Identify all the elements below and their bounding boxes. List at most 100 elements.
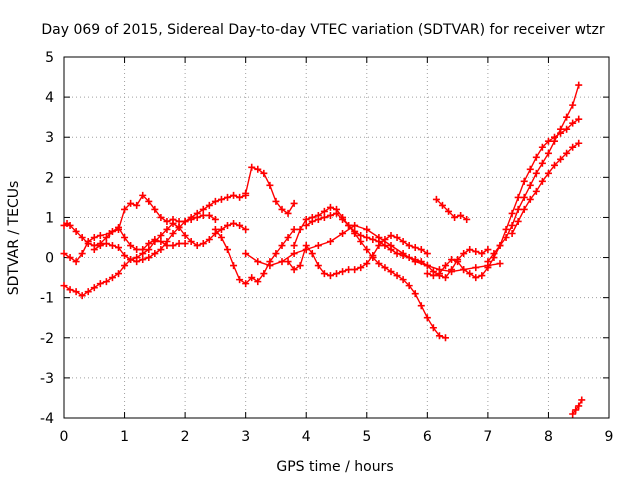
data-point xyxy=(60,250,68,258)
data-point xyxy=(393,234,401,241)
data-point xyxy=(133,246,141,254)
data-point xyxy=(224,193,231,201)
data-point xyxy=(563,113,571,121)
data-point xyxy=(575,81,583,89)
data-point xyxy=(457,211,465,219)
data-point xyxy=(326,203,334,211)
data-point xyxy=(181,231,189,239)
data-point xyxy=(133,201,141,209)
y-tick-label: 0 xyxy=(45,251,54,267)
data-point xyxy=(278,242,286,250)
data-point xyxy=(133,254,141,262)
x-tick-label: 7 xyxy=(483,429,492,445)
data-point xyxy=(72,227,80,235)
data-point xyxy=(538,177,546,185)
x-tick-label: 2 xyxy=(181,429,190,445)
data-point xyxy=(187,215,195,223)
data-point xyxy=(538,159,546,167)
data-point xyxy=(127,199,135,207)
data-point xyxy=(405,242,413,250)
data-point xyxy=(290,266,298,274)
y-tick-label: -2 xyxy=(40,331,54,347)
data-point xyxy=(254,278,262,286)
data-point xyxy=(326,211,334,219)
data-point xyxy=(508,229,516,237)
y-tick-label: -3 xyxy=(40,371,54,387)
data-point xyxy=(514,193,522,201)
data-point xyxy=(451,213,459,221)
series-line xyxy=(214,229,295,285)
data-point xyxy=(66,254,74,262)
chart-title: Day 069 of 2015, Sidereal Day-to-day VTE… xyxy=(41,22,605,38)
data-point xyxy=(442,334,449,342)
data-point xyxy=(139,191,147,199)
data-point xyxy=(242,225,250,233)
data-point xyxy=(357,231,365,239)
data-point xyxy=(417,246,425,254)
data-point xyxy=(314,215,322,223)
data-point xyxy=(375,260,383,268)
data-point xyxy=(502,234,510,241)
data-point xyxy=(139,250,147,258)
data-point xyxy=(115,244,122,252)
data-point xyxy=(145,246,153,254)
data-point xyxy=(466,246,474,254)
series-track-6 xyxy=(211,225,298,288)
data-point xyxy=(417,258,425,266)
data-point xyxy=(320,270,328,278)
data-point xyxy=(381,264,389,272)
data-point xyxy=(399,238,407,246)
data-point xyxy=(423,270,431,278)
data-point xyxy=(278,258,286,266)
data-point xyxy=(339,268,347,276)
data-point xyxy=(520,177,528,185)
data-point xyxy=(405,282,413,290)
data-point xyxy=(484,258,492,266)
data-point xyxy=(357,238,365,246)
data-point xyxy=(90,284,98,292)
data-point xyxy=(230,219,238,227)
y-tick-label: -1 xyxy=(40,291,54,307)
data-point xyxy=(387,246,395,254)
series-track-11 xyxy=(432,195,471,223)
data-point xyxy=(333,209,340,217)
data-point xyxy=(127,242,135,250)
data-point xyxy=(181,240,189,248)
x-tick-label: 5 xyxy=(362,429,371,445)
data-point xyxy=(145,240,153,248)
data-point xyxy=(569,143,577,151)
y-tick-label: 2 xyxy=(45,170,54,186)
data-point xyxy=(163,217,171,225)
data-point xyxy=(526,165,534,173)
data-point xyxy=(544,149,552,157)
series-track-13 xyxy=(484,81,583,266)
data-point xyxy=(296,225,304,233)
data-point xyxy=(96,231,104,239)
data-point xyxy=(266,262,274,270)
data-point xyxy=(339,215,347,223)
data-point xyxy=(139,256,147,264)
data-point xyxy=(345,266,353,274)
data-point xyxy=(514,205,522,213)
data-point xyxy=(569,101,577,109)
series-track-9 xyxy=(284,231,431,280)
data-point xyxy=(463,215,471,223)
x-axis-title: GPS time / hours xyxy=(276,459,393,475)
data-point xyxy=(363,246,371,254)
data-point xyxy=(557,125,565,133)
data-point xyxy=(145,254,153,262)
data-point xyxy=(72,258,80,266)
data-point xyxy=(411,290,419,298)
y-tick-label: 4 xyxy=(45,90,54,106)
series-track-5 xyxy=(90,219,250,264)
data-point xyxy=(290,242,298,250)
data-point xyxy=(472,264,480,272)
data-point xyxy=(502,225,510,233)
data-point xyxy=(108,227,116,235)
data-point xyxy=(345,221,353,229)
data-point xyxy=(351,227,359,235)
data-point xyxy=(399,252,407,260)
series-track-15 xyxy=(569,396,586,418)
